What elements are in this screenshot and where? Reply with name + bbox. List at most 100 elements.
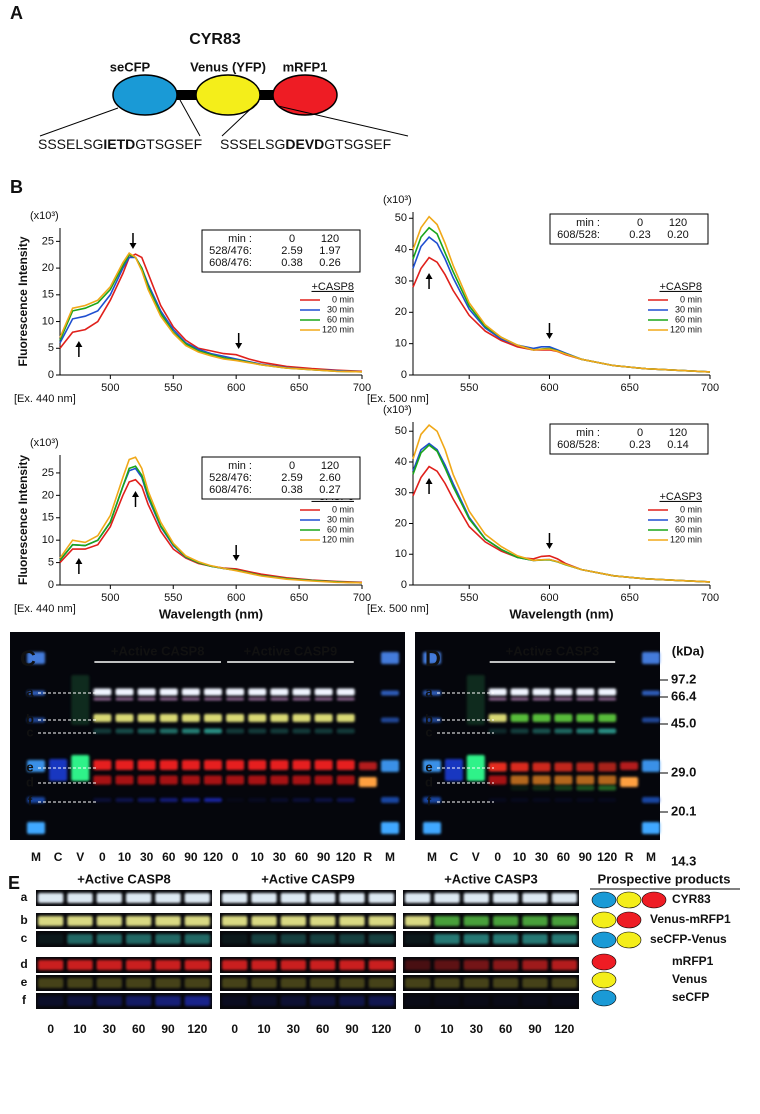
gel-band bbox=[336, 728, 355, 734]
gel-band bbox=[292, 714, 311, 722]
gel-band bbox=[488, 798, 507, 802]
band-label: a bbox=[26, 684, 34, 699]
table-cell: 0.38 bbox=[281, 257, 302, 269]
x-tick-label: 550 bbox=[460, 382, 478, 394]
gel-band bbox=[181, 760, 200, 770]
lane-label: 10 bbox=[257, 1022, 271, 1036]
multiplier-label: (x10³) bbox=[383, 404, 412, 416]
gel-band bbox=[463, 934, 489, 944]
lane-label: M bbox=[646, 850, 656, 864]
gel-band bbox=[554, 688, 573, 696]
group-label: +Active CASP9 bbox=[261, 871, 355, 886]
gel-band bbox=[67, 934, 93, 944]
gel-band bbox=[339, 978, 365, 988]
gel-band bbox=[67, 978, 93, 988]
gel-band bbox=[493, 978, 519, 988]
gel-band bbox=[137, 798, 156, 802]
gel-band bbox=[137, 728, 156, 734]
y-axis-title: Fluorescence Intensity bbox=[16, 455, 30, 585]
gel-band bbox=[510, 785, 529, 791]
gel-band bbox=[314, 728, 333, 734]
gel-band bbox=[38, 934, 64, 944]
y-tick-label: 40 bbox=[395, 456, 407, 468]
gel-band bbox=[339, 960, 365, 970]
gel-band bbox=[280, 916, 306, 926]
table-cell: 0.23 bbox=[629, 229, 650, 241]
row-label: a bbox=[21, 890, 28, 904]
lane-label: 60 bbox=[295, 850, 309, 864]
gel-band bbox=[184, 996, 210, 1006]
gel-band bbox=[488, 688, 507, 696]
y-tick-label: 5 bbox=[48, 556, 54, 568]
band-label: e bbox=[26, 759, 33, 774]
y-tick-label: 0 bbox=[48, 369, 54, 381]
table-cell: 528/476: bbox=[209, 245, 252, 257]
band-label: c bbox=[425, 724, 432, 739]
band-label: b bbox=[26, 711, 34, 726]
gel-band bbox=[314, 688, 333, 696]
gel-band bbox=[336, 775, 355, 785]
gel-band bbox=[642, 717, 660, 723]
product-name: seCFP-Venus bbox=[650, 932, 727, 946]
gel-band bbox=[598, 688, 617, 696]
arrow-head bbox=[75, 558, 83, 564]
lane-label: R bbox=[625, 850, 634, 864]
y-tick-label: 50 bbox=[395, 212, 407, 224]
gel-band bbox=[204, 775, 222, 785]
gel-band bbox=[38, 960, 64, 970]
x-tick-label: 600 bbox=[540, 382, 558, 394]
gel-band bbox=[49, 759, 68, 781]
gel-band bbox=[463, 996, 489, 1006]
gel-image bbox=[415, 632, 660, 840]
gel-band bbox=[93, 688, 112, 696]
gel-band bbox=[642, 797, 660, 803]
product-name: Venus bbox=[672, 972, 708, 986]
gel-band bbox=[27, 690, 45, 696]
gel-band bbox=[381, 690, 399, 696]
icon bbox=[591, 989, 617, 1007]
gel-band bbox=[126, 996, 152, 1006]
row-label: f bbox=[22, 993, 27, 1007]
group-label: +Active CASP3 bbox=[444, 871, 538, 886]
legend-label: 60 min bbox=[675, 314, 702, 324]
table-header: 120 bbox=[321, 233, 339, 245]
icon bbox=[591, 891, 617, 909]
gel-band bbox=[576, 775, 595, 785]
gel-band bbox=[510, 775, 529, 785]
y-tick-label: 10 bbox=[395, 338, 407, 350]
gel-band bbox=[115, 697, 134, 701]
gel-band bbox=[115, 775, 134, 785]
table-cell: 2.60 bbox=[319, 472, 340, 484]
gel-band bbox=[339, 996, 365, 1006]
gel-band bbox=[463, 978, 489, 988]
gel-band bbox=[204, 728, 222, 734]
gel-band bbox=[336, 688, 355, 696]
gel-band bbox=[222, 934, 248, 944]
band-label: f bbox=[28, 793, 33, 808]
mw-marker: 14.3 bbox=[671, 853, 696, 868]
gel-band bbox=[642, 822, 660, 834]
gel-band bbox=[155, 960, 181, 970]
gel-band bbox=[292, 728, 311, 734]
gel-band bbox=[405, 978, 431, 988]
gel-band bbox=[576, 714, 595, 722]
lane-label: V bbox=[76, 850, 84, 864]
gel-band bbox=[204, 688, 222, 696]
gel-band bbox=[251, 893, 277, 903]
lane-label: 10 bbox=[251, 850, 265, 864]
gel-band bbox=[280, 996, 306, 1006]
gel-band bbox=[159, 760, 178, 770]
lane-label: 10 bbox=[440, 1022, 454, 1036]
legend-title: +CASP8 bbox=[660, 281, 703, 293]
gel-band bbox=[280, 960, 306, 970]
gel-band bbox=[96, 978, 122, 988]
y-tick-label: 30 bbox=[395, 487, 407, 499]
lane-label: 30 bbox=[535, 850, 549, 864]
gel-band bbox=[181, 697, 200, 701]
gel-band bbox=[38, 893, 64, 903]
lane-label: 30 bbox=[103, 1022, 117, 1036]
gel-band bbox=[226, 760, 245, 770]
spectrum-line bbox=[412, 424, 711, 583]
group-label: +Active CASP8 bbox=[77, 871, 171, 886]
gel-band bbox=[292, 697, 311, 701]
